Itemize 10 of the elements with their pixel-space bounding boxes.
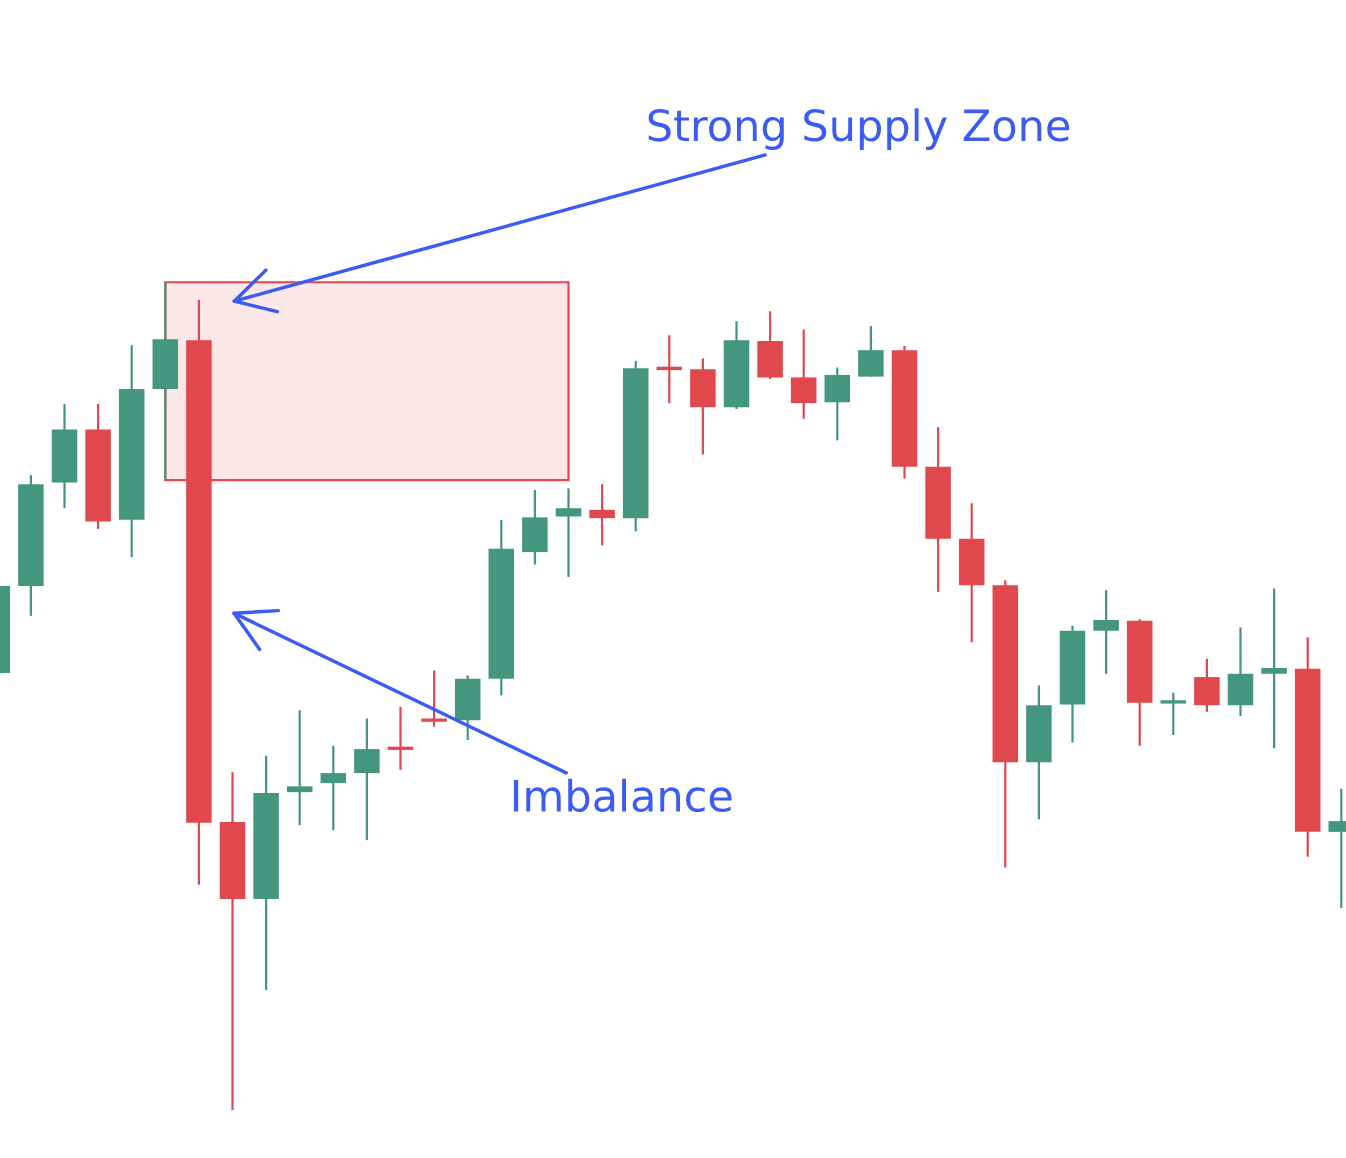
candlestick [286,709,313,827]
text: Strong Supply Zone [648,108,1070,150]
candlestick [1261,587,1287,750]
candlestick [589,483,615,547]
candlestick [1160,691,1187,737]
candlestick [320,744,347,832]
annotation: Imbalance [513,778,732,813]
candlestick [421,669,447,728]
candlestick [555,487,582,579]
candlestick [1093,589,1119,675]
